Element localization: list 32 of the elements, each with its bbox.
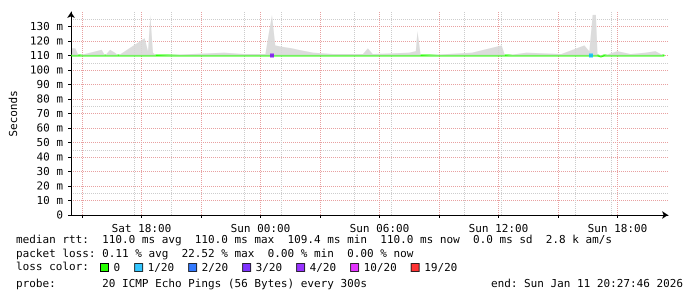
x-tick-label: Sat 18:00: [112, 222, 172, 235]
y-tick-label: 10 m: [36, 194, 64, 207]
y-tick-label: 30 m: [36, 165, 64, 178]
legend-label: 4/20: [310, 261, 336, 274]
y-tick-label: 40 m: [36, 150, 64, 164]
text: median rtt: 110.0 ms avg 110.0 ms max 109.4 ms min 110.0 ms now 0.0 ms sd 2.8 k am/s: [16, 233, 612, 246]
text: end: Sun Jan 11 20:27:46 2026: [490, 277, 684, 290]
x-tick-label: Sun 06:00: [350, 222, 410, 235]
y-tick-label: 50 m: [36, 136, 64, 149]
y-tick-label: 100 m: [30, 64, 64, 76]
y-tick-label: 130 m: [30, 20, 64, 33]
y-tick-label: 70 m: [36, 107, 64, 120]
y-tick-label: 60 m: [36, 122, 64, 134]
legend-label: 3/20: [256, 261, 282, 274]
y-tick-label: 80 m: [36, 92, 64, 106]
legend-label: 10/20: [364, 261, 397, 274]
text: probe: 20 ICMP Echo Pings (56 Bytes) every 300s: [16, 277, 367, 290]
y-tick-label: 120 m: [30, 34, 64, 48]
x-tick-label: Sun 18:00: [588, 222, 648, 235]
y-axis-title: Seconds: [7, 90, 20, 137]
text: packet loss: 0.11 % avg 22.52 % max 0.00 % min 0.00 % now: [16, 247, 414, 260]
legend-label: 1/20: [148, 261, 174, 274]
x-tick-label: Sun 00:00: [230, 222, 290, 235]
y-tick-label: 20 m: [36, 180, 64, 192]
y-tick-label: 90 m: [36, 78, 64, 91]
legend-title: loss color:: [16, 260, 89, 273]
legend-label: 19/20: [424, 261, 458, 274]
legend-label: 2/20: [202, 261, 228, 274]
y-tick-label: 110 m: [30, 49, 64, 62]
y-tick-label: 0: [56, 208, 64, 222]
x-tick-label: Sun 12:00: [468, 222, 528, 235]
legend-label: 0: [114, 261, 120, 274]
